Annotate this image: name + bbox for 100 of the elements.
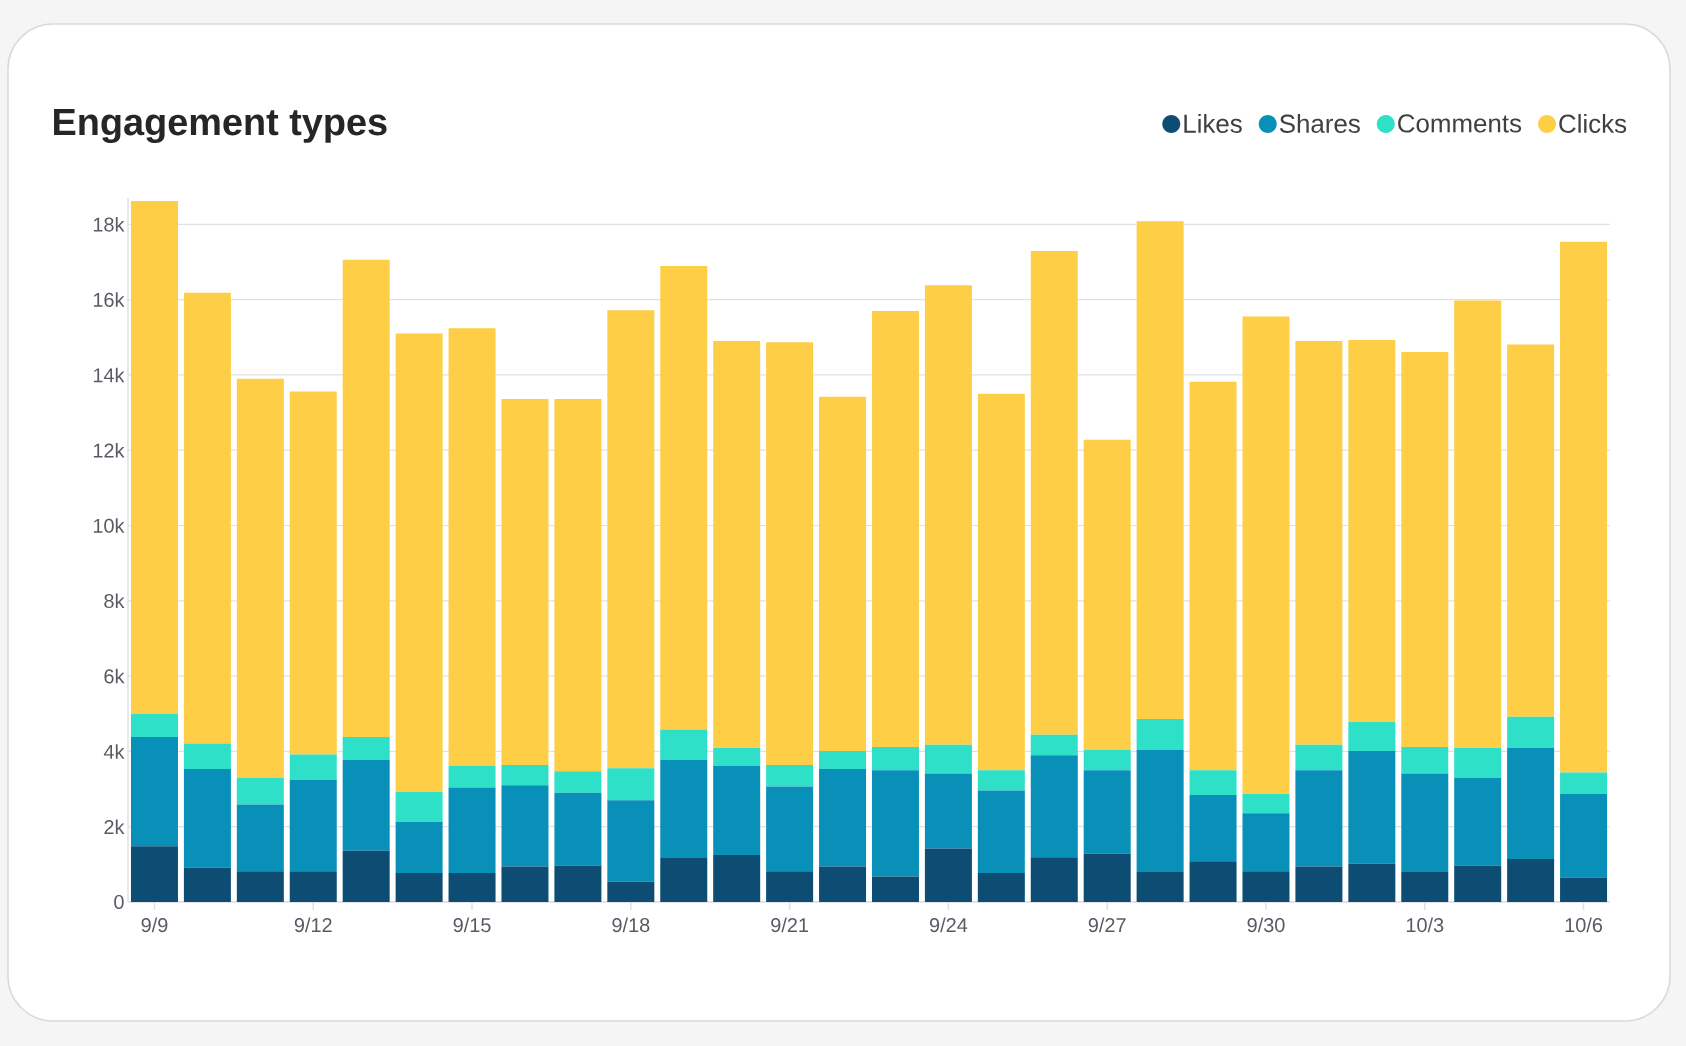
bar — [1507, 859, 1555, 902]
bar — [871, 746, 919, 771]
bar — [1136, 221, 1184, 720]
bar — [130, 846, 178, 902]
bar — [395, 873, 443, 902]
bar — [1030, 734, 1078, 756]
bar — [1136, 719, 1184, 750]
bar — [1189, 795, 1237, 862]
x-tick-label: 9/24 — [929, 917, 968, 933]
y-tick-label: 12k — [93, 443, 125, 458]
bar — [924, 848, 972, 902]
bar — [977, 790, 1025, 874]
bar — [448, 766, 496, 788]
bar — [713, 766, 761, 855]
bar — [766, 786, 814, 872]
bar — [977, 770, 1025, 791]
bar — [1507, 344, 1555, 717]
bar — [289, 391, 337, 755]
bar — [977, 873, 1025, 902]
legend-label: Likes — [1184, 113, 1242, 133]
bar — [1030, 857, 1078, 902]
bar — [977, 393, 1025, 771]
y-tick-label: 2k — [104, 819, 125, 834]
bar — [1454, 777, 1502, 866]
bar — [1083, 439, 1131, 750]
bar — [660, 266, 708, 730]
bar — [342, 759, 390, 851]
bar — [1348, 339, 1396, 723]
bar — [1454, 865, 1502, 902]
bar — [1189, 770, 1237, 796]
bar — [554, 771, 602, 793]
bar — [130, 200, 178, 714]
x-tick-label: 9/12 — [294, 917, 332, 933]
x-tick-label: 10/3 — [1406, 917, 1444, 933]
bar — [289, 754, 337, 781]
bar — [660, 759, 708, 858]
bar — [1560, 793, 1608, 878]
bar — [183, 867, 231, 902]
bar — [660, 857, 708, 902]
bar — [1348, 863, 1396, 902]
y-tick-label: 6k — [104, 668, 125, 684]
bar — [1030, 755, 1078, 858]
bar — [1083, 770, 1131, 854]
bar — [766, 871, 814, 902]
bar — [1401, 773, 1449, 872]
bar — [871, 876, 919, 902]
bar — [607, 800, 655, 882]
bar — [395, 791, 443, 822]
bar — [289, 780, 337, 872]
bar — [1030, 251, 1078, 735]
bar — [236, 804, 284, 872]
bar — [1136, 749, 1184, 872]
bar — [1136, 871, 1184, 902]
bar — [1242, 793, 1290, 814]
bar — [501, 399, 549, 765]
bar — [342, 259, 390, 738]
bar — [1295, 866, 1343, 902]
legend-label: Comments — [1398, 114, 1522, 133]
x-tick-label: 9/9 — [141, 917, 168, 933]
bar — [183, 743, 231, 770]
x-tick-label: 9/30 — [1247, 917, 1285, 933]
bar — [1401, 351, 1449, 747]
bar — [766, 764, 814, 787]
bar — [607, 768, 655, 801]
bar — [395, 821, 443, 874]
bar — [1560, 241, 1608, 773]
bar — [554, 399, 602, 772]
bar — [1454, 748, 1502, 778]
x-tick-label: 9/18 — [612, 917, 650, 933]
bar — [713, 341, 761, 749]
bar — [1560, 772, 1608, 794]
bar — [130, 713, 178, 738]
bar — [1560, 877, 1608, 902]
bar — [289, 871, 337, 902]
bar — [607, 881, 655, 902]
bar — [554, 865, 602, 902]
bar — [1401, 746, 1449, 774]
bar — [501, 785, 549, 867]
bar — [924, 744, 972, 774]
bar — [501, 866, 549, 902]
bar — [819, 396, 867, 752]
bar — [395, 333, 443, 792]
bar — [607, 310, 655, 769]
x-tick-label: 10/6 — [1565, 917, 1603, 933]
bar — [501, 764, 549, 786]
y-tick-label: 0 — [114, 894, 124, 910]
bar — [448, 787, 496, 874]
bar — [1242, 871, 1290, 902]
y-tick-label: 8k — [104, 593, 125, 609]
bar — [1295, 770, 1343, 867]
bar — [554, 792, 602, 866]
bar — [183, 769, 231, 868]
bar — [236, 378, 284, 778]
bar — [713, 748, 761, 767]
y-tick-label: 10k — [93, 518, 125, 533]
bar — [1242, 316, 1290, 794]
bar — [766, 342, 814, 765]
bar — [448, 328, 496, 767]
bar — [713, 854, 761, 902]
bar — [1295, 341, 1343, 745]
